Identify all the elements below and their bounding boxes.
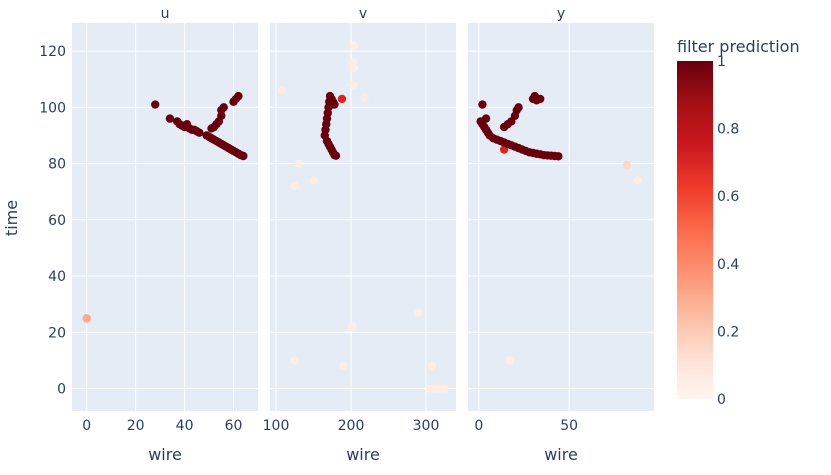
y-axis-title: time bbox=[2, 200, 21, 236]
data-point bbox=[294, 159, 303, 168]
colorbar: filter prediction 0 0.2 0.4 0.6 0.8 1 bbox=[677, 37, 800, 408]
x-axis-title: wire bbox=[346, 445, 380, 464]
y-tick-label: 100 bbox=[39, 100, 66, 116]
data-point bbox=[339, 361, 348, 371]
colorbar-tick-label: 0.2 bbox=[717, 324, 739, 340]
panel-u: 0 20 40 60 u wire bbox=[72, 6, 258, 464]
points-u bbox=[82, 91, 248, 324]
y-axis: 0 20 40 60 80 100 120 bbox=[39, 44, 66, 397]
x-tick-label: 100 bbox=[263, 418, 290, 434]
x-tick-label: 300 bbox=[413, 418, 440, 434]
colorbar-tick-label: 0.6 bbox=[717, 189, 739, 205]
data-point bbox=[219, 103, 228, 112]
y-tick-label: 80 bbox=[48, 157, 66, 173]
y-tick-label: 20 bbox=[48, 325, 66, 341]
x-tick-label: 0 bbox=[82, 418, 91, 434]
data-point bbox=[330, 100, 339, 109]
data-point bbox=[514, 103, 523, 112]
panel-v: 100 200 300 v wire bbox=[263, 6, 456, 464]
data-point bbox=[82, 314, 91, 323]
y-tick-label: 40 bbox=[48, 269, 66, 285]
data-point bbox=[234, 91, 243, 101]
data-point bbox=[349, 80, 358, 90]
data-point bbox=[348, 322, 357, 331]
x-axis-title: wire bbox=[148, 445, 182, 464]
x-tick-label: 0 bbox=[474, 418, 483, 434]
plot-background bbox=[468, 23, 654, 411]
data-point bbox=[505, 356, 514, 365]
data-point bbox=[337, 94, 347, 104]
data-point bbox=[151, 100, 160, 109]
data-point bbox=[536, 94, 545, 104]
data-point bbox=[633, 176, 642, 185]
data-point bbox=[331, 151, 341, 160]
y-tick-label: 120 bbox=[39, 44, 66, 60]
x-tick-label: 200 bbox=[338, 418, 365, 434]
points-y bbox=[476, 91, 642, 365]
colorbar-title: filter prediction bbox=[677, 37, 800, 56]
panel-title: v bbox=[359, 6, 367, 22]
data-point bbox=[360, 93, 369, 102]
data-point bbox=[195, 128, 204, 137]
points-v bbox=[277, 41, 449, 393]
data-point bbox=[481, 114, 491, 123]
plot-background bbox=[270, 23, 456, 411]
data-point bbox=[554, 152, 563, 161]
data-point bbox=[239, 151, 248, 161]
colorbar-tick-label: 0.8 bbox=[717, 122, 739, 138]
data-point bbox=[478, 100, 487, 109]
data-point bbox=[349, 58, 358, 67]
colorbar-tick-label: 0 bbox=[717, 392, 726, 408]
x-tick-label: 50 bbox=[560, 418, 578, 434]
data-point bbox=[309, 176, 318, 185]
plot-background bbox=[72, 23, 258, 411]
data-point bbox=[427, 361, 437, 371]
y-tick-label: 0 bbox=[57, 382, 66, 398]
data-point bbox=[290, 356, 299, 365]
data-point bbox=[290, 181, 299, 191]
x-tick-label: 40 bbox=[176, 418, 194, 434]
data-point bbox=[349, 41, 359, 50]
panel-title: u bbox=[161, 6, 170, 22]
colorbar-tick-label: 1 bbox=[717, 54, 726, 70]
colorbar-tick-label: 0.4 bbox=[717, 257, 739, 273]
data-point bbox=[165, 114, 175, 123]
x-axis-title: wire bbox=[544, 445, 578, 464]
y-tick-label: 60 bbox=[48, 213, 66, 229]
data-point bbox=[277, 86, 287, 95]
data-point bbox=[414, 308, 423, 317]
data-point bbox=[440, 384, 449, 393]
x-tick-label: 60 bbox=[225, 418, 243, 434]
data-point bbox=[622, 160, 632, 170]
colorbar-gradient bbox=[677, 61, 713, 399]
x-tick-label: 20 bbox=[127, 418, 145, 434]
panel-title: y bbox=[557, 6, 565, 22]
panel-y: 0 50 y wire bbox=[468, 6, 654, 464]
panels: 0 20 40 60 u wire 100 200 300 v wire 0 50 y wire bbox=[72, 6, 654, 464]
